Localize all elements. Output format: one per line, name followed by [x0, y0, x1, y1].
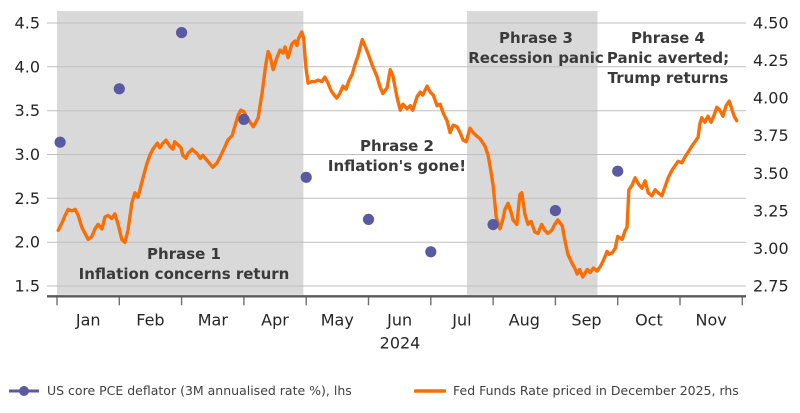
- left-axis-tick-label: 4.0: [15, 57, 40, 76]
- left-axis-tick-label: 3.5: [15, 101, 40, 120]
- fed-funds-line: [56, 30, 739, 279]
- fed-legend-marker-icon: [413, 383, 447, 397]
- right-axis-tick-label: 3.75: [753, 126, 789, 145]
- annotation-phrase-4-line: Phrase 4: [631, 29, 705, 47]
- right-axis-tick-label: 3.00: [753, 239, 789, 258]
- pce-dot: [176, 26, 188, 39]
- right-axis-tick-label: 4.50: [753, 14, 789, 33]
- month-label: Nov: [695, 311, 726, 330]
- annotation-phrase-2-line: Inflation's gone!: [328, 157, 466, 175]
- pce-dot: [425, 246, 437, 258]
- month-label: Jan: [75, 311, 101, 330]
- annotation-phrase-4-line: Trump returns: [608, 69, 729, 87]
- right-axis-tick-label: 2.75: [753, 277, 789, 296]
- left-axis-tick-label: 1.5: [15, 277, 40, 296]
- annotation-phrase-1-line: Inflation concerns return: [79, 265, 290, 283]
- month-label: Oct: [635, 311, 663, 330]
- pce-dot: [300, 171, 312, 183]
- month-label: Jul: [451, 311, 471, 330]
- year-label: 2024: [380, 334, 421, 353]
- month-label: Aug: [509, 311, 540, 330]
- left-axis-tick-label: 2.0: [15, 233, 40, 252]
- annotation-phrase-2-line: Phrase 2: [360, 137, 434, 155]
- pce-dot: [612, 165, 624, 177]
- pce-dot: [54, 136, 66, 148]
- pce-dot: [362, 213, 375, 225]
- right-axis-tick-label: 4.25: [753, 51, 789, 70]
- right-axis-tick-label: 3.25: [753, 201, 789, 220]
- legend-item-fed: Fed Funds Rate priced in December 2025, …: [413, 378, 739, 402]
- right-axis-tick-label: 3.50: [753, 164, 789, 183]
- pce-dot: [487, 219, 499, 231]
- right-axis-tick-label: 4.00: [753, 89, 789, 108]
- month-label: Sep: [571, 311, 601, 330]
- month-label: May: [321, 311, 354, 330]
- annotation-phrase-3-line: Recession panic: [468, 49, 604, 67]
- annotation-phrase-3-line: Phrase 3: [499, 29, 573, 47]
- left-axis-tick-label: 2.5: [15, 189, 40, 208]
- shaded-region-phrase-1: [57, 11, 304, 295]
- fed-legend-label: Fed Funds Rate priced in December 2025, …: [453, 382, 739, 398]
- left-axis-tick-label: 4.5: [15, 14, 40, 33]
- pce-legend-label: US core PCE deflator (3M annualised rate…: [47, 382, 352, 398]
- month-label: Apr: [261, 311, 289, 330]
- chart-legend: US core PCE deflator (3M annualised rate…: [0, 378, 800, 402]
- pce-legend-marker-icon: [8, 383, 40, 397]
- pce-dot: [238, 113, 250, 125]
- pce-dot: [113, 83, 125, 95]
- month-label: Mar: [198, 311, 229, 330]
- left-axis-tick-label: 3.0: [15, 145, 40, 164]
- month-label: Jun: [386, 311, 412, 330]
- month-label: Feb: [136, 311, 164, 330]
- legend-item-pce: US core PCE deflator (3M annualised rate…: [8, 378, 352, 402]
- annotation-phrase-1-line: Phrase 1: [147, 245, 221, 263]
- pce-dot: [549, 205, 562, 217]
- annotation-phrase-4-line: Panic averted;: [607, 49, 729, 67]
